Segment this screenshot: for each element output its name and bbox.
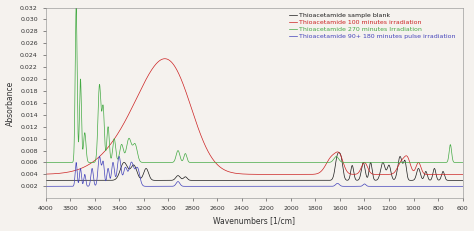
Thioacetamide 90+ 180 minutes pulse irradiation <box>97 155 102 158</box>
Thioacetamide 100 minutes irradiation <box>218 166 224 169</box>
X-axis label: Wavenumbers [1/cm]: Wavenumbers [1/cm] <box>213 216 295 225</box>
Thioacetamide 100 minutes irradiation <box>241 173 246 175</box>
Thioacetamide 270 minutes Irradiation <box>241 161 246 164</box>
Thioacetamide sample blank <box>336 151 342 154</box>
Thioacetamide 90+ 180 minutes pulse irradiation <box>221 185 227 188</box>
Thioacetamide sample blank <box>460 179 465 182</box>
Thioacetamide 100 minutes irradiation <box>447 173 453 176</box>
Y-axis label: Absorbance: Absorbance <box>6 80 15 125</box>
Thioacetamide 100 minutes irradiation <box>460 173 465 176</box>
Thioacetamide 100 minutes irradiation <box>221 168 227 171</box>
Thioacetamide 90+ 180 minutes pulse irradiation <box>346 185 351 188</box>
Thioacetamide sample blank <box>43 179 48 182</box>
Thioacetamide 100 minutes irradiation <box>426 173 432 176</box>
Thioacetamide sample blank <box>346 178 351 181</box>
Thioacetamide sample blank <box>221 179 227 182</box>
Thioacetamide sample blank <box>241 179 246 182</box>
Thioacetamide 90+ 180 minutes pulse irradiation <box>426 185 432 188</box>
Thioacetamide 100 minutes irradiation <box>162 57 168 60</box>
Thioacetamide 100 minutes irradiation <box>43 173 48 176</box>
Thioacetamide 90+ 180 minutes pulse irradiation <box>218 185 224 188</box>
Thioacetamide 270 minutes Irradiation <box>218 161 224 164</box>
Legend: Thioacetamide sample blank, Thioacetamide 100 minutes irradiation, Thioacetamide: Thioacetamide sample blank, Thioacetamid… <box>290 12 456 39</box>
Thioacetamide sample blank <box>218 179 224 182</box>
Thioacetamide 90+ 180 minutes pulse irradiation <box>447 185 453 188</box>
Thioacetamide 270 minutes Irradiation <box>460 161 465 164</box>
Thioacetamide 270 minutes Irradiation <box>346 161 351 164</box>
Thioacetamide 100 minutes irradiation <box>437 173 442 176</box>
Line: Thioacetamide 90+ 180 minutes pulse irradiation: Thioacetamide 90+ 180 minutes pulse irra… <box>46 156 463 186</box>
Thioacetamide 90+ 180 minutes pulse irradiation <box>43 185 48 188</box>
Line: Thioacetamide 270 minutes Irradiation: Thioacetamide 270 minutes Irradiation <box>46 8 463 162</box>
Thioacetamide 90+ 180 minutes pulse irradiation <box>241 185 246 188</box>
Line: Thioacetamide 100 minutes irradiation: Thioacetamide 100 minutes irradiation <box>46 59 463 174</box>
Thioacetamide 270 minutes Irradiation <box>43 161 48 164</box>
Line: Thioacetamide sample blank: Thioacetamide sample blank <box>46 153 463 180</box>
Thioacetamide sample blank <box>447 179 453 182</box>
Thioacetamide sample blank <box>426 178 432 181</box>
Thioacetamide 270 minutes Irradiation <box>73 6 79 9</box>
Thioacetamide 100 minutes irradiation <box>346 172 351 174</box>
Thioacetamide 270 minutes Irradiation <box>447 144 453 147</box>
Thioacetamide 90+ 180 minutes pulse irradiation <box>460 185 465 188</box>
Thioacetamide 270 minutes Irradiation <box>221 161 227 164</box>
Thioacetamide 270 minutes Irradiation <box>426 161 432 164</box>
